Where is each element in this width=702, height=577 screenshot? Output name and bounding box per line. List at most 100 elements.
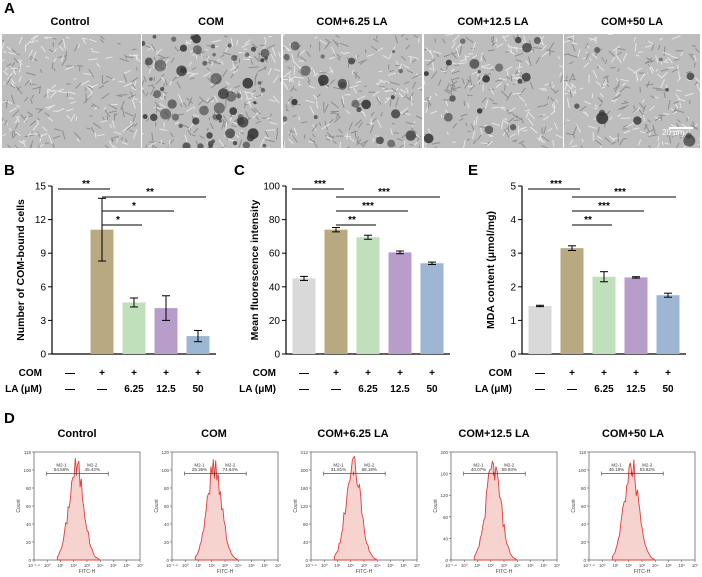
cell-texture [587,125,597,129]
cell-texture [245,91,249,99]
x-tick-label: 10⁴ [235,563,242,568]
cell-texture [2,117,4,123]
cell-texture [532,47,543,50]
com-row-mark: + [365,368,371,379]
cell-texture [472,70,479,75]
com-crystal [683,134,696,147]
cell-texture [232,69,239,74]
cell-texture [564,39,570,43]
bar [186,336,210,354]
y-tick-label: 20 [26,540,32,545]
y-tick-label: 100 [578,468,586,473]
cell-texture [455,47,460,57]
cell-texture [520,142,526,148]
cell-texture [529,126,538,134]
com-crystal [477,69,481,74]
cell-texture [672,111,678,115]
cell-texture [647,63,651,67]
cell-texture [504,84,506,91]
cell-texture [512,92,522,95]
cell-texture [105,56,113,59]
gate-m2-2-percent: 59.93% [502,467,517,472]
cell-texture [62,38,66,49]
gate-m2-1-label: M2-1 [611,463,622,468]
significance-label: *** [314,179,326,190]
com-crystal [142,114,148,120]
cell-texture [44,36,54,39]
cell-texture [10,78,15,85]
cell-texture [550,87,556,94]
cell-texture [690,53,695,56]
cell-texture [355,55,358,59]
flow-title-com-50: COM+50 LA [601,428,665,440]
cell-texture [3,81,6,86]
cell-texture [142,89,146,95]
x-tick-label: 10¹ [57,563,64,568]
cell-texture [123,69,132,74]
cell-texture [451,42,456,49]
cell-texture [223,35,228,38]
cell-texture [480,142,488,145]
x-tick-label: 10³ [84,563,91,568]
com-row-mark: — [65,368,75,379]
cell-texture [513,119,520,122]
cell-texture [54,128,61,132]
flow-plot-com-125: 0 40 80 120 160 200 Count 10⁻¹·⁸ 10⁰ 10¹ 10² 10³ 10⁴… [433,450,561,574]
cell-texture [408,55,416,59]
cell-texture [604,136,611,143]
bar [528,305,552,354]
cell-texture [283,121,287,125]
cell-texture [206,98,209,102]
micrograph-com-50 [564,34,702,148]
cell-texture [431,142,441,145]
cell-texture [552,100,556,109]
x-tick-label: 10⁻¹·⁸ [166,563,178,568]
cell-texture [513,35,515,40]
com-crystal [320,54,325,59]
cell-texture [16,105,21,108]
cell-texture [410,56,412,64]
cell-texture [663,91,666,99]
com-crystal [484,125,494,135]
cell-texture [155,48,163,55]
cell-texture [6,122,9,126]
cell-texture [694,77,700,83]
cell-texture [632,127,640,130]
cell-texture [289,79,294,83]
cell-texture [24,115,33,119]
cell-texture [389,69,395,73]
bar [388,252,412,354]
cell-texture [2,42,5,50]
cell-texture [527,117,534,126]
cell-texture [183,102,187,108]
cell-texture [549,82,551,87]
cell-texture [411,81,417,89]
y-tick-label: 212 [300,450,308,455]
y-axis-label: Count [571,499,577,513]
cell-texture [25,72,36,76]
cell-texture [26,111,33,116]
cell-texture [649,60,655,63]
cell-texture [73,78,77,80]
cell-texture [487,49,495,52]
y-tick-label: 160 [300,486,308,491]
x-tick-label: 10¹ [612,563,619,568]
cell-texture [143,76,147,83]
x-tick-label: 10⁰ [182,563,189,568]
cell-texture [337,113,340,118]
cell-texture [75,116,78,122]
cell-texture [535,56,540,65]
cell-texture [591,53,598,59]
cell-texture [307,77,311,82]
cell-texture [340,98,345,109]
gate-m2-2-label: M2-2 [364,463,375,468]
com-crystal [424,133,434,144]
com-crystal [685,132,692,139]
cell-texture [299,56,307,62]
cell-texture [697,144,700,146]
cell-texture [102,80,109,85]
cell-texture [83,95,91,104]
cell-texture [466,78,471,83]
cell-texture [324,120,329,131]
cell-texture [518,63,521,73]
